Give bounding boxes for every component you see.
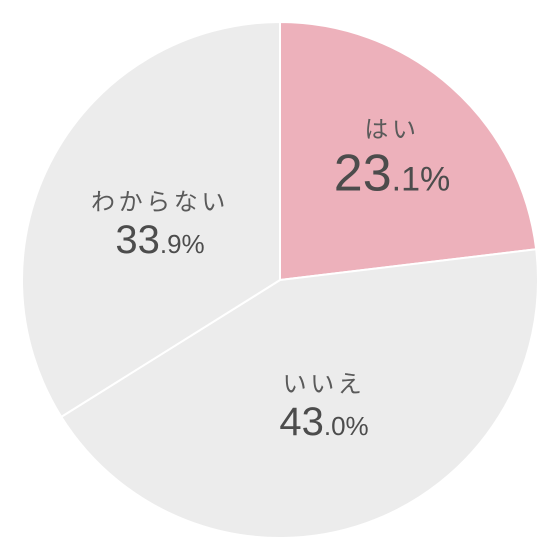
slice-label-yes: はい 23.1% (334, 116, 450, 203)
pie-svg (0, 0, 560, 560)
slice-title: いいえ (279, 371, 368, 399)
slice-percent: 43.0% (279, 399, 368, 445)
slice-title: わからない (91, 189, 229, 217)
slice-label-no: いいえ 43.0% (279, 371, 368, 445)
slice-percent: 23.1% (334, 144, 450, 204)
slice-percent: 33.9% (91, 217, 229, 263)
pie-chart: はい 23.1% いいえ 43.0% わからない 33.9% (0, 0, 560, 560)
slice-label-unknown: わからない 33.9% (91, 189, 229, 263)
slice-title: はい (334, 116, 450, 144)
